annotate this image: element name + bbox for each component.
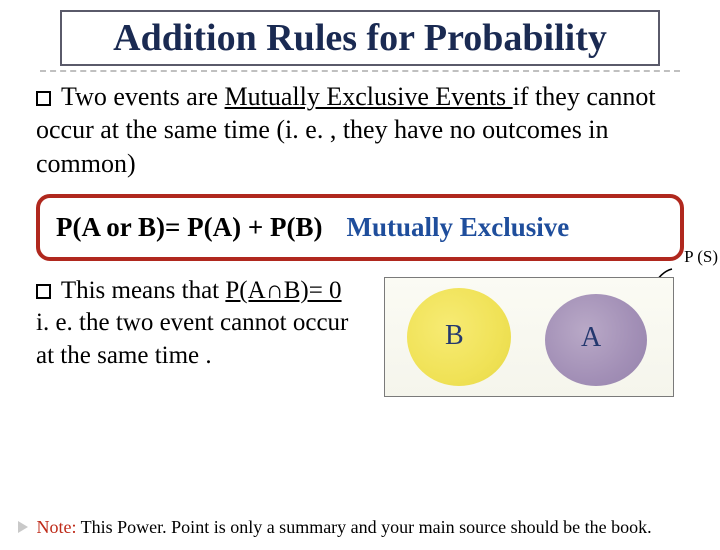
formula-equation: P(A or B)= P(A) + P(B) — [56, 212, 322, 243]
venn-label-b: B — [445, 320, 464, 352]
venn-box: B A — [384, 277, 674, 397]
lower-row: This means that P(A∩B)= 0 i. e. the two … — [36, 275, 684, 403]
def-term: Mutually Exclusive Events — [225, 82, 513, 111]
impl-line1a: This means that — [61, 277, 226, 304]
title-box: Addition Rules for Probability — [60, 10, 660, 66]
def-lead: Two events are — [61, 82, 225, 111]
bullet-square-icon — [36, 284, 51, 299]
bullet-square-icon — [36, 91, 51, 106]
venn-label-a: A — [581, 322, 601, 354]
sample-space-label: P (S) — [684, 247, 718, 267]
note-body: This Power. Point is only a summary and … — [77, 517, 652, 537]
venn-diagram: P (S) B A — [384, 253, 684, 403]
definition-block: Two events are Mutually Exclusive Events… — [36, 80, 684, 180]
formula-label: Mutually Exclusive — [346, 212, 569, 243]
page-title: Addition Rules for Probability — [113, 17, 607, 59]
note-prefix: Note: — [37, 517, 77, 537]
impl-formula: P(A∩B)= 0 — [225, 277, 341, 304]
impl-line2: i. e. the two event cannot occur at the … — [36, 309, 348, 369]
implication-block: This means that P(A∩B)= 0 i. e. the two … — [36, 275, 384, 373]
note-row: Note: This Power. Point is only a summar… — [18, 517, 702, 538]
formula-box: P(A or B)= P(A) + P(B) Mutually Exclusiv… — [36, 194, 684, 261]
triangle-bullet-icon — [18, 521, 28, 533]
divider — [40, 70, 680, 72]
